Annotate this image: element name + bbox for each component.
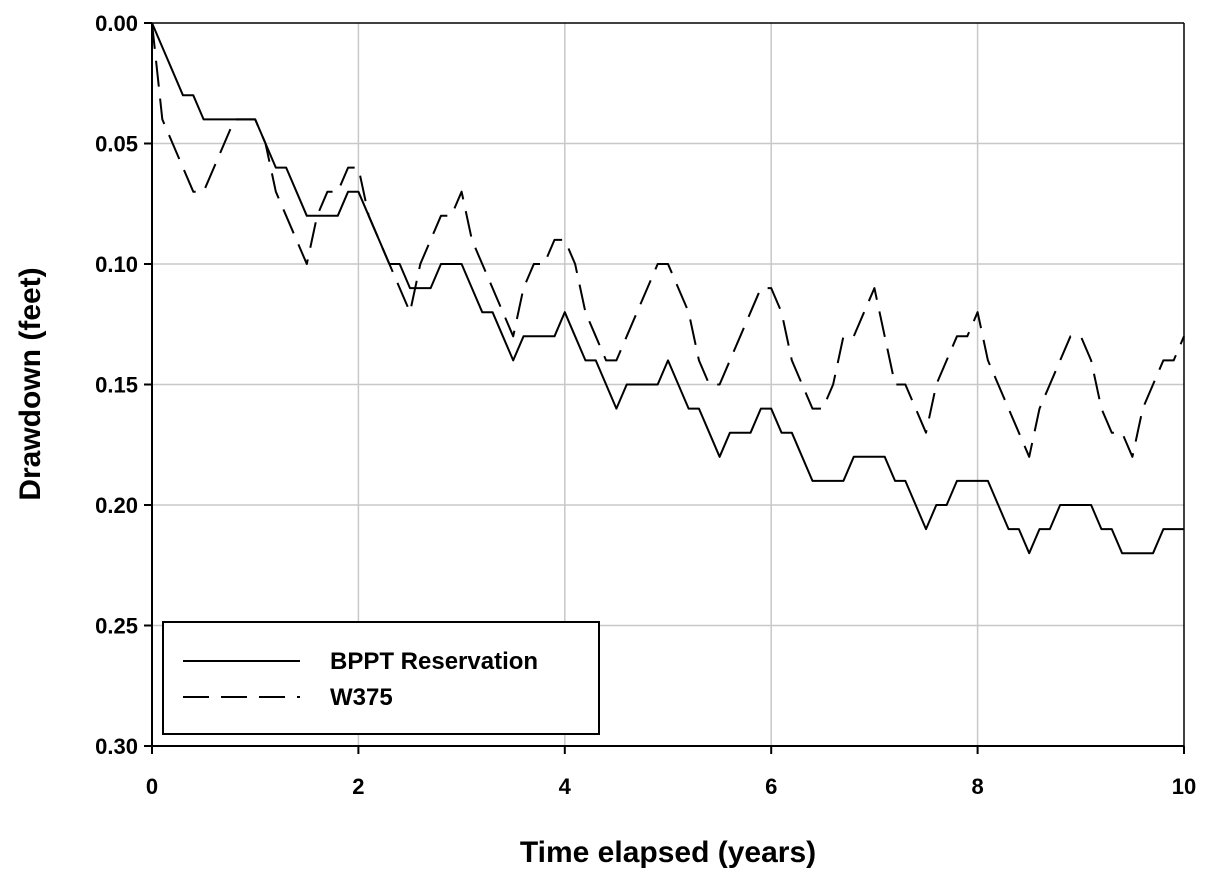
series-layer	[151, 22, 1185, 555]
y-tick-label-5: 0.25	[95, 614, 138, 639]
legend: BPPT Reservation W375	[162, 621, 600, 735]
y-tick-label-0: 0.00	[95, 11, 138, 36]
y-tick-label-2: 0.10	[95, 252, 138, 277]
y-tick-label-1: 0.05	[95, 132, 138, 157]
series-line-w375	[151, 22, 1185, 458]
y-tick-label-6: 0.30	[95, 734, 138, 759]
y-axis-title: Drawdown (feet)	[14, 267, 47, 500]
x-tick-label-3: 6	[765, 774, 777, 799]
x-axis-title: Time elapsed (years)	[520, 836, 816, 869]
legend-label-w375: W375	[330, 684, 393, 711]
y-tick-label-4: 0.20	[95, 493, 138, 518]
y-tick-label-3: 0.15	[95, 373, 138, 398]
x-tick-label-0: 0	[146, 774, 158, 799]
series-line-bppt-reservation	[151, 22, 1184, 555]
x-tick-label-1: 2	[352, 774, 364, 799]
x-tick-label-5: 10	[1172, 774, 1196, 799]
x-tick-label-2: 4	[559, 774, 572, 799]
axes-layer	[144, 22, 1185, 754]
legend-label-bppt-reservation: BPPT Reservation	[330, 648, 538, 675]
legend-box	[162, 621, 600, 735]
x-tick-label-4: 8	[971, 774, 983, 799]
tick-label-layer: 0 2 4 6 8 10 0.00 0.05 0.10 0.15 0.20 0.25 0.30	[95, 11, 1196, 799]
